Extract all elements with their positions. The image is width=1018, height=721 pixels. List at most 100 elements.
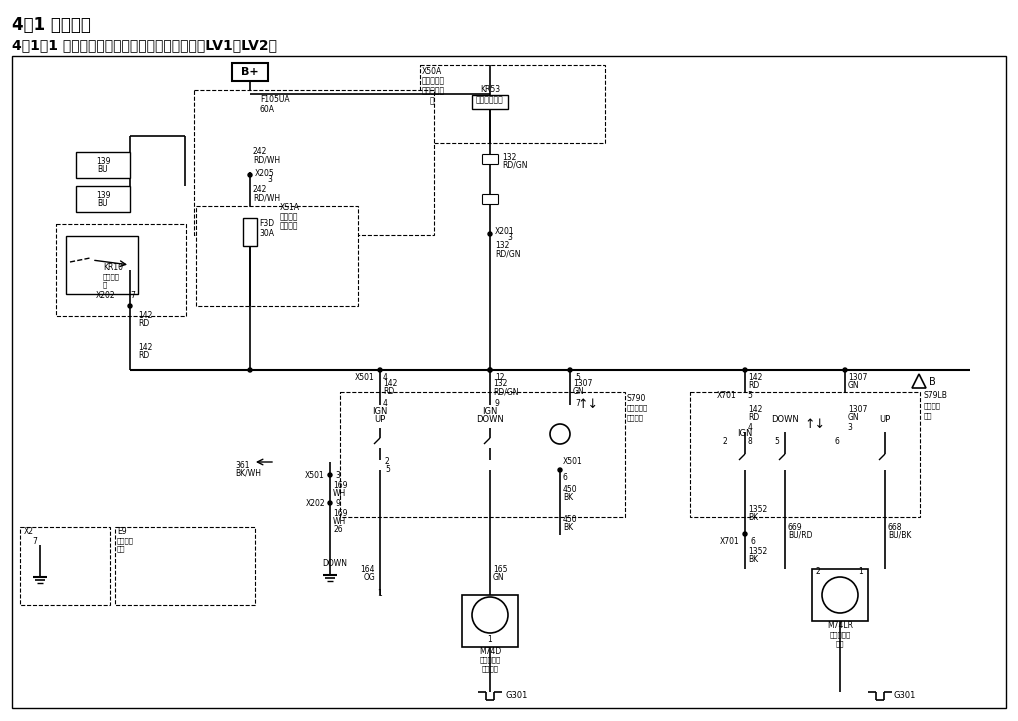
Text: 30A: 30A [259,229,274,239]
Text: 3: 3 [268,175,273,185]
Text: X205: X205 [254,169,275,177]
Bar [462,595,518,647]
Text: G301: G301 [506,691,528,701]
Text: RD: RD [748,381,759,391]
Text: 保险丝盒－: 保险丝盒－ [422,76,445,85]
Bar [66,236,138,294]
Text: DOWN: DOWN [771,415,799,425]
Text: ↑↓: ↑↓ [577,399,599,412]
Text: 车窗电机－: 车窗电机－ [479,657,501,663]
Text: 9: 9 [495,399,500,407]
Text: BK: BK [748,555,758,565]
Text: 1352: 1352 [748,505,768,513]
Text: 模块: 模块 [117,546,125,552]
Text: X202: X202 [305,498,325,508]
Bar [76,152,130,178]
Bar [812,569,868,621]
Text: 1307: 1307 [573,379,592,389]
Text: WH: WH [333,516,346,526]
Text: 5: 5 [575,373,580,383]
Text: 6: 6 [563,474,568,482]
Bar [243,218,257,246]
Text: IGN: IGN [483,407,498,417]
Text: 发动机舱前: 发动机舱前 [422,86,445,95]
Circle shape [128,304,132,308]
Text: 1307: 1307 [848,405,867,415]
Text: GN: GN [848,381,859,391]
Bar [232,63,268,81]
Text: ↑↓: ↑↓ [804,418,826,431]
Text: 12: 12 [495,373,505,383]
Text: BU/RD: BU/RD [788,531,812,539]
Text: BK: BK [563,493,573,503]
Text: －仪表板: －仪表板 [280,221,298,231]
Text: M: M [833,588,847,602]
Text: KR53: KR53 [479,84,500,94]
Text: 1: 1 [858,567,862,577]
Text: 车窗开关: 车窗开关 [924,403,941,410]
Text: XS1A: XS1A [280,203,300,213]
Text: X701: X701 [721,537,740,547]
Text: RD/GN: RD/GN [502,161,527,169]
Text: M: M [484,608,497,622]
Text: DOWN: DOWN [476,415,504,425]
Text: RD/GN: RD/GN [495,249,520,259]
Text: X501: X501 [563,458,582,466]
Circle shape [488,368,492,372]
Text: 2: 2 [385,458,390,466]
Circle shape [743,368,747,372]
Text: 7: 7 [33,536,38,546]
Text: 驾驶员侧: 驾驶员侧 [482,665,499,672]
Bar [420,65,605,143]
Text: 3: 3 [336,471,340,479]
Text: B: B [928,377,936,387]
Text: 5: 5 [747,392,752,400]
Text: 132: 132 [502,153,516,162]
Bar [76,186,130,212]
Text: 4．1 电动车窗: 4．1 电动车窗 [12,16,91,34]
Circle shape [248,173,252,177]
Text: 保险丝盒: 保险丝盒 [280,213,298,221]
Text: 7: 7 [130,291,134,301]
Bar [472,95,508,109]
Text: BK/WH: BK/WH [235,469,261,477]
Text: X201: X201 [495,226,515,236]
Text: 器: 器 [103,282,107,288]
Circle shape [248,368,252,372]
Text: X202: X202 [96,291,115,301]
Text: X2: X2 [24,526,34,536]
Bar [340,392,625,517]
Text: 1: 1 [378,588,383,598]
Text: BK: BK [748,513,758,521]
Circle shape [568,368,572,372]
Text: 139: 139 [96,157,110,167]
Bar [690,392,920,517]
Text: S790: S790 [627,394,646,403]
Text: F3D: F3D [259,219,274,229]
Text: 139: 139 [96,192,110,200]
Text: RD/WH: RD/WH [253,193,280,203]
Text: 169: 169 [333,508,347,518]
Circle shape [843,368,847,372]
Circle shape [488,368,492,372]
Text: RD: RD [748,414,759,423]
Text: BK: BK [563,523,573,533]
Text: 26: 26 [333,524,343,534]
Text: BU: BU [98,200,108,208]
Circle shape [550,424,570,444]
Text: 1307: 1307 [848,373,867,383]
Text: 450: 450 [563,485,577,495]
Text: 9: 9 [336,498,340,508]
Text: 7: 7 [575,399,580,407]
Circle shape [488,232,492,236]
Text: 6: 6 [835,438,840,446]
Text: 142: 142 [383,379,397,389]
Bar [194,90,434,235]
Text: OG: OG [363,573,375,583]
Text: UP: UP [375,415,386,425]
Text: 668: 668 [888,523,903,531]
Text: X501: X501 [305,471,325,479]
Text: 4: 4 [383,399,388,407]
Text: GN: GN [573,387,584,397]
Text: RD: RD [138,352,150,360]
